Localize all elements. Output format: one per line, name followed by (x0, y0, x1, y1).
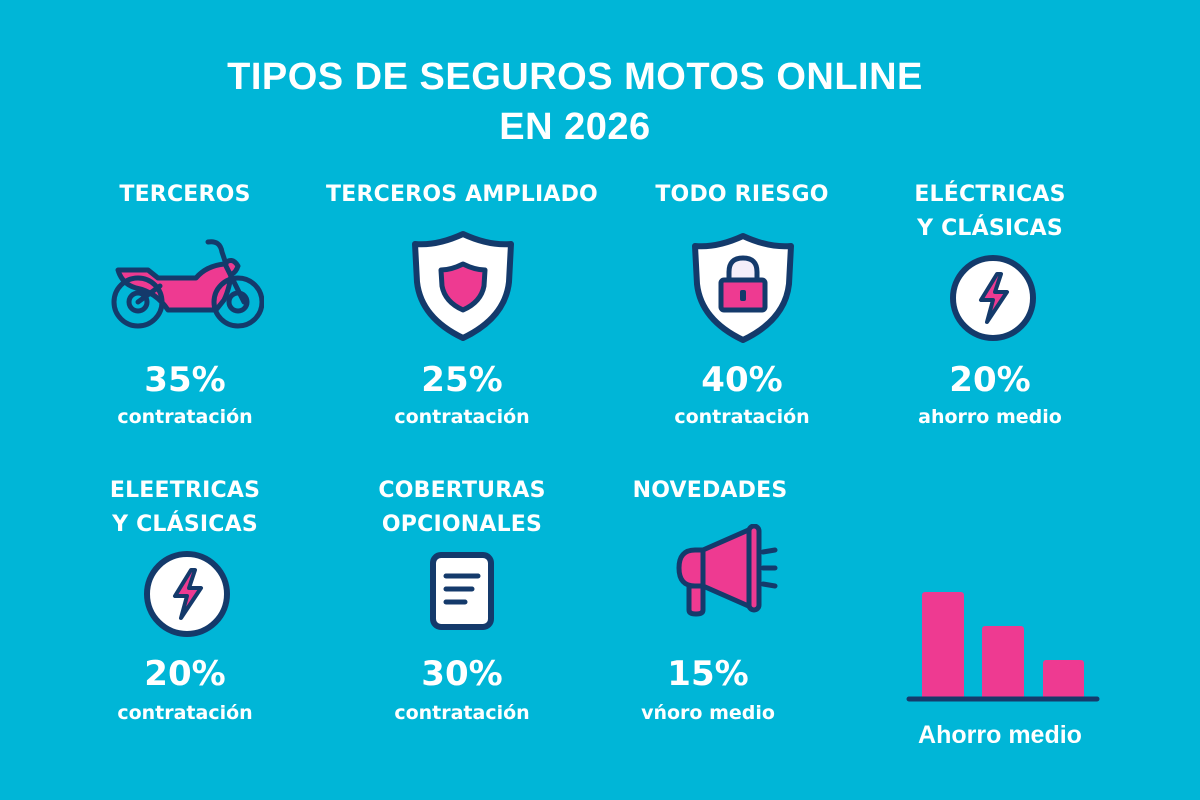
card-value: 20% (144, 654, 226, 694)
card-value: 15% (667, 654, 749, 694)
heading-line-1: COBERTURAS (378, 478, 546, 503)
card-heading: COBERTURAS OPCIONALES (312, 474, 612, 542)
card-heading: TERCEROS (35, 178, 335, 212)
chart-bar-1 (922, 592, 964, 700)
title-line-2: EN 2026 (499, 106, 651, 148)
heading-line-2: OPCIONALES (381, 512, 543, 537)
card-caption: contratación (394, 406, 530, 428)
motorcycle-icon (111, 239, 264, 329)
page-title: TIPOS DE SEGUROS MOTOS ONLINE EN 2026 (0, 52, 1150, 152)
heading-line-1: ELEETRICAS (109, 478, 261, 503)
megaphone-icon (676, 524, 778, 617)
card-heading: ELEETRICAS Y CLÁSICAS (35, 474, 335, 542)
heading-line-1: TERCEROS AMPLIADO (326, 182, 598, 207)
card-caption: contratación (394, 702, 530, 724)
bar-chart (906, 592, 1100, 702)
heading-line-1: NOVEDADES (632, 478, 788, 503)
lightning-circle-icon (950, 255, 1036, 341)
heading-line-1: TODO RIESGO (655, 182, 829, 207)
shield-icon (412, 231, 514, 341)
card-heading: ELÉCTRICAS Y CLÁSICAS (840, 178, 1140, 246)
shield-lock-icon (692, 233, 794, 343)
chart-bar-2 (982, 626, 1024, 700)
chart-bar-3 (1043, 660, 1084, 700)
card-electricas-clasicas-2: ELEETRICAS Y CLÁSICAS 20% contratación (35, 474, 335, 734)
card-caption: contratación (674, 406, 810, 428)
heading-line-2: Y CLÁSICAS (112, 512, 258, 537)
card-value: 25% (421, 360, 503, 400)
heading-line-1: TERCEROS (119, 182, 251, 207)
card-electricas-clasicas: ELÉCTRICAS Y CLÁSICAS 20% ahorro medio (840, 178, 1140, 438)
card-todo-riesgo: TODO RIESGO 40% contratación (592, 178, 892, 438)
card-caption: contratación (117, 406, 253, 428)
card-terceros-ampliado: TERCEROS AMPLIADO 25% contratación (312, 178, 612, 438)
chart-label: Ahorro medio (918, 721, 1082, 749)
card-heading: TODO RIESGO (592, 178, 892, 212)
lightning-circle-icon (144, 551, 230, 637)
card-value: 30% (421, 654, 503, 694)
heading-line-2: Y CLÁSICAS (917, 216, 1063, 241)
card-value: 35% (144, 360, 226, 400)
card-heading: NOVEDADES (580, 474, 840, 508)
card-coberturas-opcionales: COBERTURAS OPCIONALES 30% contratación (312, 474, 612, 734)
card-caption: contratación (117, 702, 253, 724)
card-value: 40% (701, 360, 783, 400)
card-value: 20% (949, 360, 1031, 400)
card-novedades: NOVEDADES 15% vńoro medio (580, 474, 880, 734)
document-icon (430, 552, 494, 630)
card-terceros: TERCEROS 35% contratación (35, 178, 335, 438)
card-caption: vńoro medio (641, 702, 775, 724)
card-heading: TERCEROS AMPLIADO (312, 178, 612, 212)
title-line-1: TIPOS DE SEGUROS MOTOS ONLINE (227, 56, 923, 98)
heading-line-1: ELÉCTRICAS (914, 182, 1066, 207)
card-caption: ahorro medio (918, 406, 1062, 428)
